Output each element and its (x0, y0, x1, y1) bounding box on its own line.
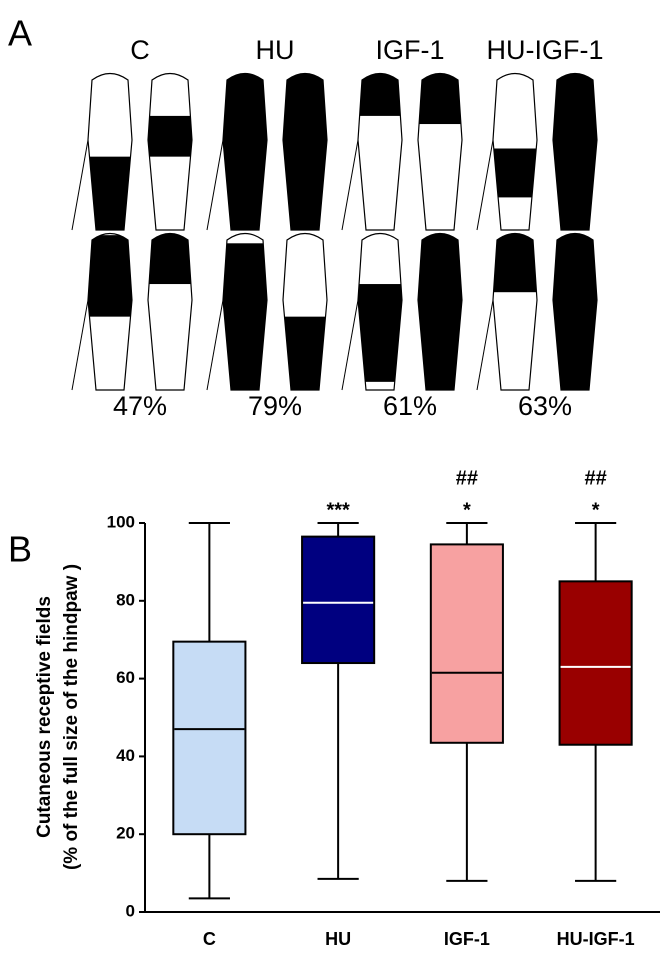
box (301, 535, 376, 665)
y-tick-label: 100 (107, 512, 135, 531)
percent-label: 47% (113, 391, 167, 421)
y-axis-title: (% of the full size of the hindpaw ) (61, 564, 82, 870)
panel-label: B (8, 529, 32, 570)
leg-line (341, 139, 359, 231)
panel-label: A (8, 13, 32, 54)
paw-field (358, 73, 402, 116)
leg-line (206, 139, 224, 231)
paw-field (553, 233, 597, 390)
paw-field (493, 233, 537, 293)
annotation: ## (585, 467, 607, 489)
leg-line (206, 299, 224, 391)
paw-field (88, 235, 132, 317)
annotation: *** (326, 499, 350, 521)
x-tick-label: HU (325, 929, 351, 949)
leg-line (341, 299, 359, 391)
y-axis-title: Cutaneous receptive fields (34, 596, 55, 838)
paw-field (493, 148, 537, 198)
box (558, 580, 633, 746)
y-tick-label: 0 (126, 901, 135, 920)
y-tick-label: 60 (116, 668, 135, 687)
annotation: * (592, 499, 600, 521)
annotation: * (463, 499, 471, 521)
paw-field (283, 316, 327, 390)
paw-field (283, 73, 327, 230)
paw-field (223, 243, 267, 390)
box (429, 543, 504, 744)
y-tick-label: 80 (116, 590, 135, 609)
paw-field (358, 284, 402, 382)
paw-field (553, 73, 597, 230)
leg-line (476, 299, 494, 391)
box (172, 640, 247, 836)
paw-field (418, 73, 462, 125)
group-title: C (130, 35, 150, 65)
leg-line (476, 139, 494, 231)
y-tick-label: 20 (116, 824, 135, 843)
x-tick-label: IGF-1 (444, 929, 490, 949)
x-tick-label: HU-IGF-1 (557, 929, 635, 949)
paw-field (148, 233, 192, 285)
percent-label: 61% (383, 391, 437, 421)
annotation: ## (456, 467, 478, 489)
group-title: HU-IGF-1 (487, 35, 604, 65)
group-title: HU (256, 35, 295, 65)
leg-line (71, 139, 89, 231)
paw-field (88, 156, 132, 230)
paw-field (148, 115, 192, 157)
group-title: IGF-1 (375, 35, 444, 65)
paw-field (223, 73, 267, 230)
percent-label: 79% (248, 391, 302, 421)
paw-field (418, 233, 462, 390)
y-tick-label: 40 (116, 746, 135, 765)
leg-line (71, 299, 89, 391)
percent-label: 63% (518, 391, 572, 421)
x-tick-label: C (203, 929, 216, 949)
